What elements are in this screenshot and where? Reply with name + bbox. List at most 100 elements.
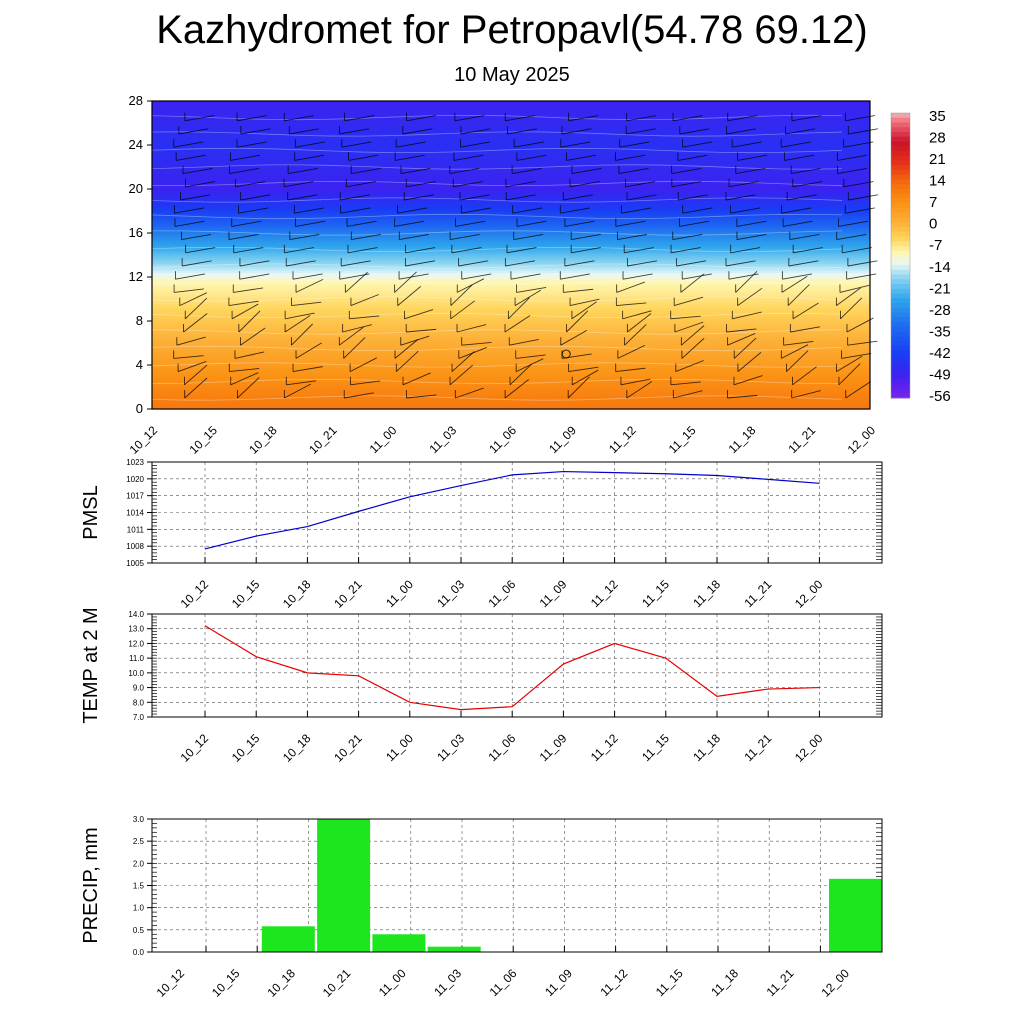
cross-section-band [152,211,870,214]
temp-ytick-label: 7.0 [133,713,145,722]
cross-section-band [152,395,870,399]
wind-barb [620,378,651,386]
precip-panel: 0.0 0.5 1.0 1.5 2.0 2.5 3.0 10_12 10_15 10_18 10_2… [80,815,883,1000]
cross-section-band [152,310,870,313]
cross-section-band [152,222,870,225]
cross-section-band [152,206,870,210]
wind-barb [728,181,759,188]
wind-barb [737,287,763,306]
cross-section-xtick-label: 11_18 [726,423,759,456]
colorbar-segment [891,141,910,147]
wind-barb [348,154,379,161]
precip-bar [261,926,315,952]
pmsl-xtick-label: 11_15 [639,577,672,610]
cross-section-band [152,186,870,190]
wind-barb [184,115,215,122]
temp-ytick-label: 11.0 [129,654,145,663]
wind-barb [617,233,648,241]
wind-barb [837,154,868,161]
wind-barb [174,207,205,214]
cross-section-band [152,241,870,245]
contour-line [151,263,843,269]
cross-section-ytick-label: 24 [129,137,143,152]
cross-section-band [152,217,870,221]
wind-barb [397,207,428,214]
cross-section-ytick-label: 16 [129,225,143,240]
cross-section-band [152,316,870,320]
wind-barb [563,288,594,293]
wind-barb [564,260,595,267]
temp-ylabel: TEMP at 2 M [80,607,102,723]
wind-barb [339,326,364,346]
colorbar-label: -56 [929,388,951,405]
colorbar-segment [891,374,910,380]
cross-section-band [152,294,870,298]
wind-barb [670,247,701,254]
cross-section-band [152,367,870,370]
colorbar-segment [891,170,910,176]
wind-barb [506,247,537,254]
wind-barb [185,181,216,188]
wind-barb [560,329,588,346]
wind-barb [458,346,487,359]
calm-marker [561,349,571,359]
wind-barb [786,350,809,372]
colorbar-segment [891,146,910,152]
cross-section-band [152,140,870,144]
wind-barb [846,273,877,280]
wind-barb [344,115,375,122]
cross-section-panel: 0 4 8 12 16 20 24 28 10_12 10_15 10_18 10_21 11_00 11… [127,93,951,457]
colorbar-label: -49 [929,366,951,383]
wind-barb [284,115,314,122]
cross-section-band [152,114,870,117]
colorbar-segment [891,307,910,313]
wind-barb [672,115,703,122]
wind-barb [454,115,485,122]
wind-barb [174,220,205,227]
colorbar-segment [891,288,910,294]
wind-barb [681,337,705,359]
wind-barb [621,207,651,214]
cross-section-band [152,195,870,199]
wind-barb [405,260,436,267]
cross-section-band [152,228,870,232]
temp-ytick-label: 13.0 [128,625,144,634]
cross-section-band [152,109,870,113]
wind-barb [571,233,601,241]
precip-bar [829,878,882,952]
wind-barb [185,247,216,254]
wind-barb [673,390,703,399]
wind-barb [183,313,208,333]
cross-section-band [152,257,870,260]
cross-section-band [152,129,870,133]
wind-barb [347,247,378,254]
wind-barb [286,380,317,386]
wind-barb [234,351,265,359]
temp-xtick-label: 11_06 [485,731,518,764]
colorbar-segment [891,136,910,142]
wind-barb [240,194,271,201]
cross-section-band [152,120,870,124]
precip-xtick-label: 11_00 [376,966,409,999]
cross-section-band [152,138,870,142]
cross-section-band [152,136,870,139]
wind-barb [736,220,767,227]
wind-barb [349,315,380,320]
wind-barb [781,275,808,293]
pmsl-ytick-label: 1008 [126,542,144,551]
cross-section-band [152,384,870,388]
wind-barb [792,366,817,386]
cross-section-band [152,321,870,324]
wind-barb [836,355,863,372]
wind-barb [784,154,815,161]
wind-barb [626,115,657,122]
colorbar-label: 21 [929,151,946,168]
cross-section-band [152,338,870,342]
cross-section-band [152,296,870,300]
cross-section-band [152,259,870,263]
wind-barb [839,284,870,293]
colorbar-segment [891,132,910,138]
pmsl-ytick-label: 1014 [126,509,144,518]
cross-section-band [152,351,870,355]
wind-barb [229,368,260,373]
